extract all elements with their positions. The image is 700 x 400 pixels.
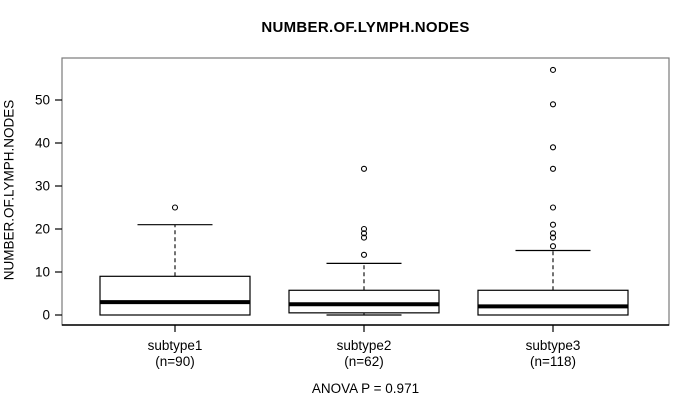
outlier-point: [549, 144, 557, 151]
x-category-label: subtype3: [526, 338, 581, 353]
y-tick-label: 30: [35, 179, 50, 194]
outlier-point: [360, 165, 368, 172]
iqr-box: [99, 275, 251, 316]
outlier-point: [360, 225, 368, 233]
x-category-label: subtype2: [337, 338, 392, 353]
outlier-point: [549, 230, 557, 237]
y-tick-label: 40: [35, 136, 50, 151]
x-category-count: (n=118): [530, 354, 576, 369]
chart-title: NUMBER.OF.LYMPH.NODES: [261, 19, 470, 36]
outlier-point: [549, 204, 557, 211]
y-tick-label: 50: [35, 93, 50, 108]
outlier-point: [360, 234, 368, 241]
outlier-point: [360, 251, 368, 258]
y-tick-label: 10: [35, 265, 50, 280]
outlier-point: [549, 243, 557, 250]
x-category-label: subtype1: [148, 338, 203, 353]
outlier-point: [171, 204, 179, 211]
x-category-count: (n=90): [155, 354, 194, 369]
outlier-point: [360, 230, 368, 237]
y-tick-label: 20: [35, 222, 50, 237]
iqr-box: [288, 289, 440, 314]
outlier-point: [549, 101, 557, 108]
outlier-point: [549, 221, 557, 228]
iqr-box: [477, 289, 629, 316]
x-category-count: (n=62): [344, 354, 383, 369]
anova-annotation: ANOVA P = 0.971: [311, 381, 420, 396]
outlier-point: [549, 66, 557, 73]
outlier-point: [549, 165, 557, 172]
y-tick-label: 0: [42, 308, 50, 323]
outlier-point: [549, 234, 557, 241]
